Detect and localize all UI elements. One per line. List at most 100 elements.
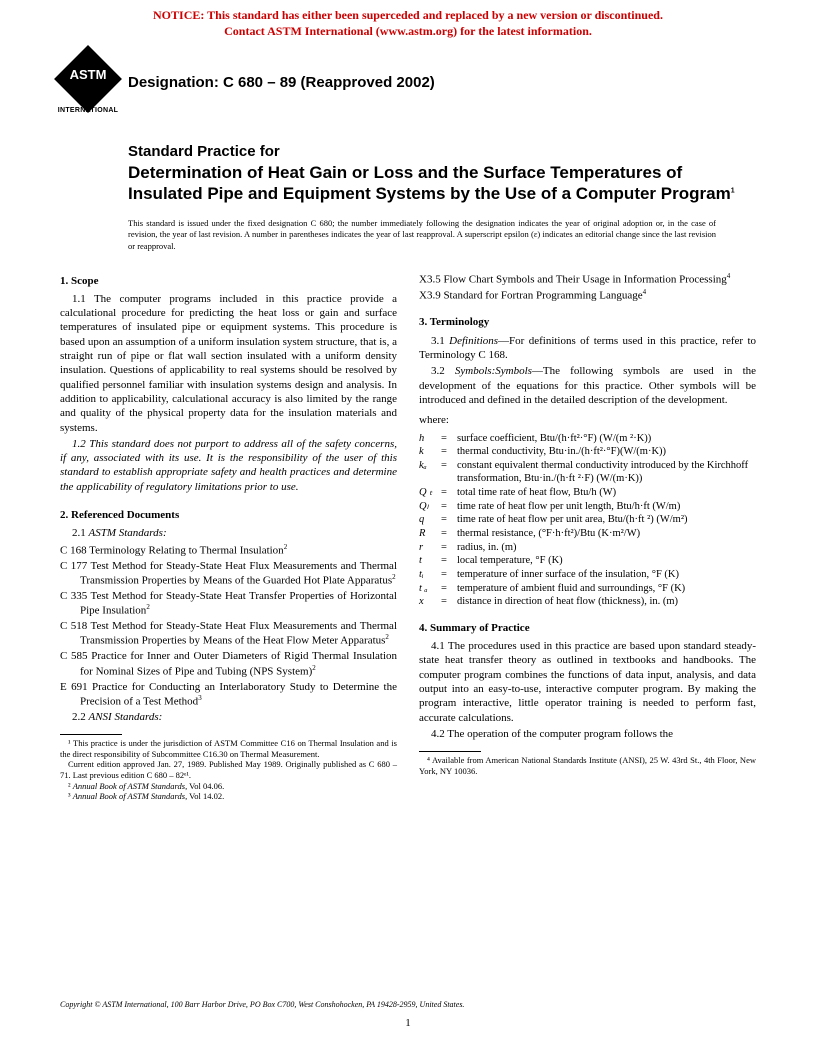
- symbol-definition: temperature of ambient fluid and surroun…: [457, 582, 756, 596]
- symbol-row: k=thermal conductivity, Btu·in./(h·ft²·°…: [419, 445, 756, 459]
- symbol-name: k: [419, 445, 441, 459]
- reference-list: C 168 Terminology Relating to Thermal In…: [60, 543, 397, 709]
- symbol-row: t=local temperature, °F (K): [419, 554, 756, 568]
- page-body: ASTM INTERNATIONAL Designation: C 680 – …: [0, 53, 816, 842]
- logo-acronym: ASTM: [64, 67, 112, 84]
- copyright-line: Copyright © ASTM International, 100 Barr…: [60, 1000, 756, 1010]
- symbol-name: q: [419, 513, 441, 527]
- symbol-name: h: [419, 432, 441, 446]
- footnote-4: ⁴ Available from American National Stand…: [419, 755, 756, 776]
- symbol-definitions: h=surface coefficient, Btu/(h·ft²·°F) (W…: [419, 432, 756, 609]
- x39-text: X3.9 Standard for Fortran Programming La…: [419, 289, 643, 301]
- symbol-definition: distance in direction of heat flow (thic…: [457, 595, 756, 609]
- symbol-name: tᵢ: [419, 568, 441, 582]
- symbol-name: t ₐ: [419, 582, 441, 596]
- sec3-p1: 3.1 Definitions—For definitions of terms…: [419, 334, 756, 363]
- footnote-3: ³ Annual Book of ASTM Standards, Vol 14.…: [60, 791, 397, 802]
- title-main: Determination of Heat Gain or Loss and t…: [128, 162, 756, 205]
- sec2-p1: 2.1 ASTM Standards:: [60, 526, 397, 540]
- equals-sign: =: [441, 595, 457, 609]
- symbol-row: q=time rate of heat flow per unit area, …: [419, 513, 756, 527]
- symbol-name: r: [419, 541, 441, 555]
- equals-sign: =: [441, 554, 457, 568]
- notice-line2: Contact ASTM International (www.astm.org…: [0, 24, 816, 40]
- equals-sign: =: [441, 486, 457, 500]
- sec2-p1-italic: ASTM Standards:: [89, 527, 167, 539]
- sec4-p2: 4.2 The operation of the computer progra…: [419, 727, 756, 741]
- designation-text: Designation: C 680 – 89 (Reapproved 2002…: [128, 73, 435, 93]
- equals-sign: =: [441, 582, 457, 596]
- left-column: 1. Scope 1.1 The computer programs inclu…: [60, 272, 397, 802]
- equals-sign: =: [441, 568, 457, 582]
- reference-item: C 168 Terminology Relating to Thermal In…: [60, 543, 397, 558]
- logo-subtext: INTERNATIONAL: [56, 106, 120, 115]
- equals-sign: =: [441, 500, 457, 514]
- sec2-head: 2. Referenced Documents: [60, 508, 397, 522]
- symbol-name: x: [419, 595, 441, 609]
- sec1-p1: 1.1 The computer programs included in th…: [60, 292, 397, 435]
- fn2-italic: Annual Book of ASTM Standards: [73, 781, 185, 791]
- symbol-definition: local temperature, °F (K): [457, 554, 756, 568]
- sec3-head: 3. Terminology: [419, 315, 756, 329]
- sec3-p2-lead: 3.2: [431, 365, 455, 377]
- symbol-name: Qₗ: [419, 500, 441, 514]
- symbol-definition: thermal conductivity, Btu·in./(h·ft²·°F)…: [457, 445, 756, 459]
- symbol-definition: surface coefficient, Btu/(h·ft²·°F) (W/(…: [457, 432, 756, 446]
- reference-item: C 585 Practice for Inner and Outer Diame…: [60, 649, 397, 678]
- symbol-row: x=distance in direction of heat flow (th…: [419, 595, 756, 609]
- sec1-p2: 1.2 This standard does not purport to ad…: [60, 437, 397, 494]
- where-label: where:: [419, 413, 756, 427]
- symbol-definition: total time rate of heat flow, Btu/h (W): [457, 486, 756, 500]
- symbol-definition: thermal resistance, (°F·h·ft²)/Btu (K·m²…: [457, 527, 756, 541]
- reference-item: C 518 Test Method for Steady-State Heat …: [60, 619, 397, 648]
- title-block: Standard Practice for Determination of H…: [128, 143, 756, 204]
- equals-sign: =: [441, 541, 457, 555]
- footnote-rule-left: [60, 734, 122, 735]
- symbol-name: R: [419, 527, 441, 541]
- equals-sign: =: [441, 513, 457, 527]
- notice-banner: NOTICE: This standard has either been su…: [0, 0, 816, 43]
- footnote-1b: Current edition approved Jan. 27, 1989. …: [60, 759, 397, 780]
- two-column-layout: 1. Scope 1.1 The computer programs inclu…: [60, 272, 756, 802]
- sec3-p1-italic: Definitions: [449, 335, 498, 347]
- symbol-row: Q ₜ=total time rate of heat flow, Btu/h …: [419, 486, 756, 500]
- fn3-rest: , Vol 14.02.: [185, 791, 224, 801]
- symbol-row: tᵢ=temperature of inner surface of the i…: [419, 568, 756, 582]
- sec2-p2-label: 2.2: [72, 711, 89, 723]
- symbol-name: kₐ: [419, 459, 441, 486]
- title-sup: 1: [731, 188, 735, 195]
- astm-logo: ASTM INTERNATIONAL: [60, 53, 116, 113]
- symbol-row: t ₐ=temperature of ambient fluid and sur…: [419, 582, 756, 596]
- symbol-row: h=surface coefficient, Btu/(h·ft²·°F) (W…: [419, 432, 756, 446]
- fn3-italic: Annual Book of ASTM Standards: [73, 791, 185, 801]
- symbol-name: t: [419, 554, 441, 568]
- symbol-row: r=radius, in. (m): [419, 541, 756, 555]
- ansi-x39: X3.9 Standard for Fortran Programming La…: [419, 288, 756, 303]
- symbol-definition: time rate of heat flow per unit area, Bt…: [457, 513, 756, 527]
- symbol-row: R=thermal resistance, (°F·h·ft²)/Btu (K·…: [419, 527, 756, 541]
- issuance-note: This standard is issued under the fixed …: [128, 218, 716, 251]
- equals-sign: =: [441, 527, 457, 541]
- ansi-x35: X3.5 Flow Chart Symbols and Their Usage …: [419, 272, 756, 287]
- symbol-row: kₐ=constant equivalent thermal conductiv…: [419, 459, 756, 486]
- x35-text: X3.5 Flow Chart Symbols and Their Usage …: [419, 273, 727, 285]
- sec4-head: 4. Summary of Practice: [419, 621, 756, 635]
- sec2-p2-italic: ANSI Standards:: [89, 711, 163, 723]
- notice-line1: NOTICE: This standard has either been su…: [0, 8, 816, 24]
- sec1-head: 1. Scope: [60, 274, 397, 288]
- symbol-definition: constant equivalent thermal conductivity…: [457, 459, 756, 486]
- equals-sign: =: [441, 459, 457, 486]
- title-prefix: Standard Practice for: [128, 143, 756, 162]
- sec4-p1: 4.1 The procedures used in this practice…: [419, 639, 756, 725]
- symbol-row: Qₗ=time rate of heat flow per unit lengt…: [419, 500, 756, 514]
- equals-sign: =: [441, 445, 457, 459]
- symbol-name: Q ₜ: [419, 486, 441, 500]
- sec2-p2: 2.2 ANSI Standards:: [60, 710, 397, 724]
- sec2-p1-label: 2.1: [72, 527, 89, 539]
- sec3-p2: 3.2 Symbols:Symbols—The following symbol…: [419, 364, 756, 407]
- sec3-p1-lead: 3.1: [431, 335, 449, 347]
- equals-sign: =: [441, 432, 457, 446]
- symbol-definition: temperature of inner surface of the insu…: [457, 568, 756, 582]
- footnote-1: ¹ This practice is under the jurisdictio…: [60, 738, 397, 759]
- reference-item: C 177 Test Method for Steady-State Heat …: [60, 559, 397, 588]
